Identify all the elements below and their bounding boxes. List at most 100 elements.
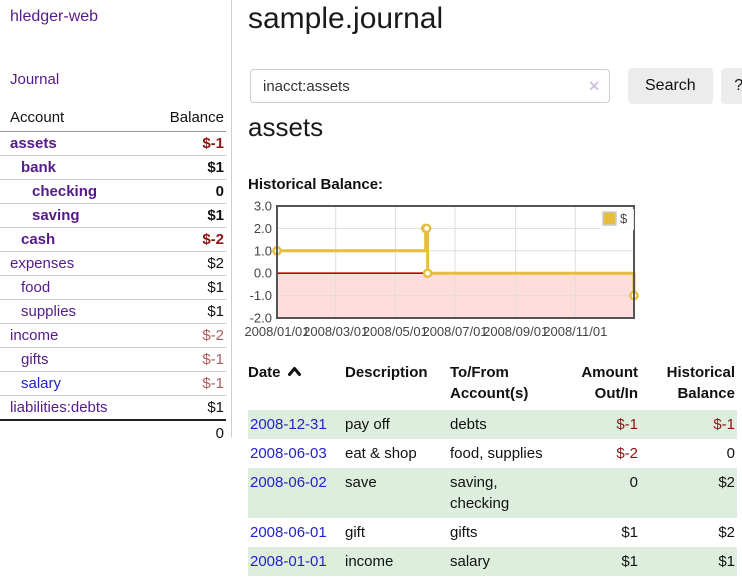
svg-text:1.0: 1.0: [254, 243, 272, 258]
svg-text:0.0: 0.0: [254, 266, 272, 281]
account-balance: $1: [148, 203, 226, 228]
account-link-checking[interactable]: checking: [32, 183, 98, 200]
register-row: 2008-06-02 save saving, checking 0 $2: [248, 468, 737, 518]
account-row: salary $-1: [0, 371, 226, 396]
transaction-description: eat & shop: [345, 445, 417, 462]
account-row: expenses $2: [0, 251, 226, 276]
account-row: gifts $-1: [0, 347, 226, 372]
account-balance: $2: [148, 251, 226, 276]
account-link-cash[interactable]: cash: [21, 231, 56, 248]
svg-text:$: $: [620, 211, 628, 226]
account-row: supplies $1: [0, 299, 226, 324]
search-button[interactable]: Search: [628, 68, 713, 104]
transaction-date-link[interactable]: 2008-06-03: [250, 445, 327, 462]
accounts-table: Account Balance assets $-1 bank $1 checking 0…: [0, 106, 226, 445]
sidebar: hledger-web Journal Account Balance asse…: [0, 0, 232, 445]
account-balance: $-2: [148, 227, 226, 252]
transaction-amount: $1: [621, 524, 638, 541]
sidebar-item-journal[interactable]: Journal: [10, 71, 60, 88]
accounts-table-header: Account Balance: [0, 106, 226, 132]
account-balance: $1: [148, 275, 226, 300]
account-row: income $-2: [0, 323, 226, 348]
svg-text:3.0: 3.0: [254, 199, 272, 214]
svg-text:-2.0: -2.0: [250, 311, 272, 326]
register-header-date[interactable]: Date: [248, 358, 345, 410]
account-row: saving $1: [0, 203, 226, 228]
svg-text:2008/01/01: 2008/01/01: [244, 324, 309, 339]
sort-ascending-icon: [287, 362, 302, 383]
account-link-income[interactable]: income: [10, 327, 59, 344]
transaction-description: pay off: [345, 416, 390, 433]
account-link-assets[interactable]: assets: [10, 135, 57, 152]
account-link-salary[interactable]: salary: [21, 375, 62, 392]
account-heading: assets: [248, 112, 324, 142]
svg-text:2.0: 2.0: [254, 221, 272, 236]
transaction-balance: $2: [718, 524, 735, 541]
account-row: liabilities:debts $1: [0, 395, 226, 420]
account-link-expenses[interactable]: expenses: [10, 255, 75, 272]
register-header-description: Description: [345, 364, 428, 381]
accounts-total-row: 0: [0, 419, 226, 445]
accounts-header-account: Account: [0, 106, 149, 132]
transaction-balance: $1: [718, 553, 735, 570]
register-header-row: Date Description To/From Account(s) Amou…: [248, 358, 737, 410]
transaction-description: income: [345, 553, 394, 570]
svg-text:2008/05/01: 2008/05/01: [363, 324, 428, 339]
account-link-gifts[interactable]: gifts: [21, 351, 49, 368]
account-balance: $1: [148, 395, 226, 420]
transaction-balance: 0: [726, 445, 735, 462]
transaction-description: save: [345, 474, 377, 491]
chart-label: Historical Balance:: [248, 176, 384, 193]
historical-balance-chart[interactable]: $3.0 2.0 1.0 0.0 -1.0 -2.0 2008/01/01 2008/03/0…: [240, 196, 710, 346]
search-input[interactable]: [250, 69, 610, 103]
search-clear-icon[interactable]: ✕: [588, 78, 600, 94]
svg-text:2008/11/01: 2008/11/01: [543, 324, 607, 339]
account-row: food $1: [0, 275, 226, 300]
register-row: 2008-01-01 income salary $1 $1: [248, 547, 737, 576]
transaction-balance: $2: [718, 474, 735, 491]
transaction-accounts: debts: [450, 416, 487, 433]
transaction-amount: $-1: [616, 416, 638, 433]
svg-text:-1.0: -1.0: [250, 288, 272, 303]
transaction-balance: $-1: [713, 416, 735, 433]
search-box: ✕: [250, 69, 610, 103]
legend-swatch: [602, 211, 617, 226]
transaction-accounts: gifts: [450, 524, 478, 541]
account-balance: $1: [148, 155, 226, 180]
transaction-date-link[interactable]: 2008-12-31: [250, 416, 327, 433]
svg-text:2008/03/01: 2008/03/01: [303, 324, 368, 339]
transaction-accounts: food, supplies: [450, 445, 543, 462]
register-header-balance: Historical Balance: [666, 364, 735, 402]
svg-text:2008/07/01: 2008/07/01: [422, 324, 487, 339]
register-row: 2008-06-03 eat & shop food, supplies $-2 0: [248, 439, 737, 468]
transaction-date-link[interactable]: 2008-06-01: [250, 524, 327, 541]
transaction-accounts: saving, checking: [450, 474, 510, 512]
account-balance: $1: [148, 299, 226, 324]
transaction-description: gift: [345, 524, 366, 541]
account-link-saving[interactable]: saving: [32, 207, 80, 224]
account-link-liabilities-debts[interactable]: liabilities:debts: [10, 399, 108, 416]
help-button[interactable]: ?: [720, 68, 742, 104]
register-header-amount: Amount Out/In: [581, 364, 638, 402]
register-table: Date Description To/From Account(s) Amou…: [248, 358, 737, 576]
account-balance: $-1: [202, 135, 224, 152]
account-row: cash $-2: [0, 227, 226, 252]
transaction-date-link[interactable]: 2008-06-02: [250, 474, 327, 491]
account-link-food[interactable]: food: [21, 279, 51, 296]
accounts-header-balance: Balance: [148, 106, 226, 132]
search-bar: ✕ Search ?: [250, 68, 742, 104]
transaction-date-link[interactable]: 2008-01-01: [250, 553, 327, 570]
transaction-accounts: salary: [450, 553, 491, 570]
register-row: 2008-06-01 gift gifts $1 $2: [248, 518, 737, 547]
account-link-bank[interactable]: bank: [21, 159, 57, 176]
account-balance: $-2: [148, 323, 226, 348]
account-link-supplies[interactable]: supplies: [21, 303, 77, 320]
chart-canvas[interactable]: $3.0 2.0 1.0 0.0 -1.0 -2.02008/01/012008/03/0…: [240, 196, 710, 346]
register-row: 2008-12-31 pay off debts $-1 $-1: [248, 410, 737, 439]
account-balance: $-1: [148, 371, 226, 396]
app-brand-link[interactable]: hledger-web: [10, 8, 99, 25]
register-header-accounts: To/From Account(s): [450, 364, 529, 402]
account-balance: 0: [148, 179, 226, 204]
svg-text:2008/09/01: 2008/09/01: [483, 324, 548, 339]
page-title: sample.journal: [248, 2, 444, 35]
